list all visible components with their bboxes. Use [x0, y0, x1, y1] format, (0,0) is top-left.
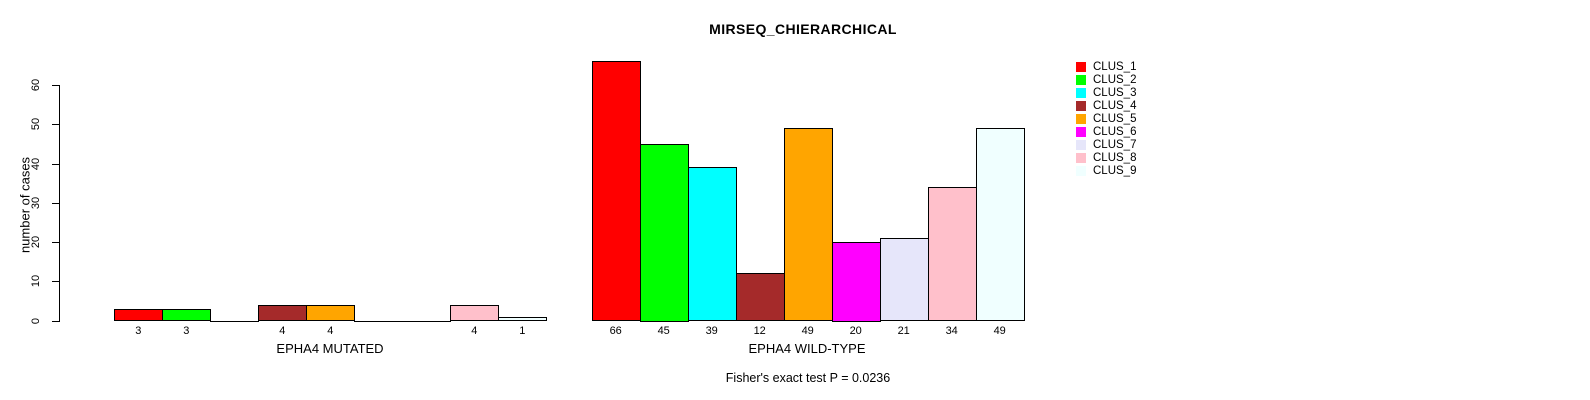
legend-label-clus_9: CLUS_9 — [1093, 165, 1137, 178]
x-axis-label-epha4-mutated: EPHA4 MUTATED — [276, 341, 384, 356]
bar-clus_3-epha4-mutated-zero — [210, 320, 260, 322]
y-tick-label: 50 — [30, 118, 42, 131]
bar-value-label: 45 — [657, 324, 670, 337]
bar-value-label: 4 — [279, 324, 286, 337]
bar-clus_5-epha4-wild-type — [783, 128, 833, 322]
bar-clus_3-epha4-wild-type — [687, 167, 737, 322]
y-tick-mark — [51, 242, 59, 243]
legend-swatch-clus_4 — [1076, 101, 1086, 112]
bar-clus_2-epha4-mutated — [162, 308, 212, 322]
legend-swatch-clus_8 — [1076, 153, 1086, 164]
legend-swatch-clus_7 — [1076, 140, 1086, 151]
bar-clus_4-epha4-wild-type — [735, 273, 785, 322]
y-tick-mark — [51, 163, 59, 165]
y-tick-mark — [51, 85, 59, 86]
bar-clus_9-epha4-mutated — [498, 316, 548, 322]
legend-label-clus_7: CLUS_7 — [1093, 139, 1137, 152]
chart-title: MIRSEQ_CHIERARCHICAL — [709, 21, 897, 37]
bar-value-label: 20 — [849, 324, 862, 337]
legend-label-clus_1: CLUS_1 — [1093, 61, 1137, 73]
y-tick-label: 10 — [30, 275, 42, 288]
bar-clus_1-epha4-wild-type — [591, 61, 641, 322]
bar-clus_6-epha4-wild-type — [831, 242, 881, 322]
x-axis-label-epha4-wild-type: EPHA4 WILD-TYPE — [748, 341, 866, 356]
legend-label-clus_6: CLUS_6 — [1093, 126, 1137, 139]
bar-value-label: 3 — [183, 324, 190, 337]
y-tick-label: 40 — [30, 157, 42, 170]
y-axis-line — [58, 85, 60, 322]
bar-value-label: 4 — [327, 324, 334, 337]
bar-value-label: 66 — [609, 324, 622, 337]
legend-swatch-clus_1 — [1076, 62, 1086, 72]
legend-label-clus_8: CLUS_8 — [1093, 152, 1137, 165]
bar-clus_2-epha4-wild-type — [639, 143, 689, 322]
legend-swatch-clus_6 — [1076, 127, 1086, 138]
bar-value-label: 49 — [993, 324, 1006, 337]
legend-label-clus_3: CLUS_3 — [1093, 87, 1137, 100]
legend-label-clus_5: CLUS_5 — [1093, 113, 1137, 126]
bar-value-label: 49 — [801, 324, 814, 337]
bar-clus_6-epha4-mutated-zero — [354, 320, 404, 322]
bar-clus_1-epha4-mutated — [114, 308, 164, 322]
y-tick-mark — [51, 124, 59, 126]
bar-value-label: 1 — [519, 324, 526, 337]
legend-label-clus_4: CLUS_4 — [1093, 100, 1137, 113]
bar-value-label: 34 — [945, 324, 958, 337]
bar-clus_9-epha4-wild-type — [975, 128, 1025, 322]
y-tick-label: 20 — [30, 235, 42, 249]
bar-clus_5-epha4-mutated — [306, 304, 356, 322]
bar-value-label: 12 — [753, 324, 766, 337]
bar-value-label: 39 — [705, 324, 718, 337]
bar-clus_7-epha4-wild-type — [879, 238, 929, 322]
bar-value-label: 3 — [135, 324, 142, 337]
bar-value-label: 21 — [897, 324, 910, 337]
y-tick-label: 0 — [30, 317, 42, 324]
bar-clus_4-epha4-mutated — [258, 304, 308, 322]
bar-clus_7-epha4-mutated-zero — [402, 320, 452, 322]
legend-swatch-clus_3 — [1076, 88, 1086, 99]
legend-swatch-clus_5 — [1076, 114, 1086, 125]
y-tick-label: 60 — [30, 78, 42, 92]
bar-clus_8-epha4-mutated — [450, 304, 500, 322]
y-tick-mark — [51, 281, 59, 283]
fisher-test-annotation: Fisher's exact test P = 0.0236 — [725, 371, 891, 385]
legend-label-clus_2: CLUS_2 — [1093, 74, 1137, 87]
y-tick-mark — [51, 320, 59, 322]
legend-swatch-clus_2 — [1076, 75, 1086, 86]
y-tick-mark — [51, 202, 59, 204]
y-tick-label: 30 — [30, 196, 42, 209]
bar-value-label: 4 — [471, 324, 478, 337]
legend-swatch-clus_9 — [1076, 166, 1086, 177]
bar-clus_8-epha4-wild-type — [927, 187, 977, 322]
